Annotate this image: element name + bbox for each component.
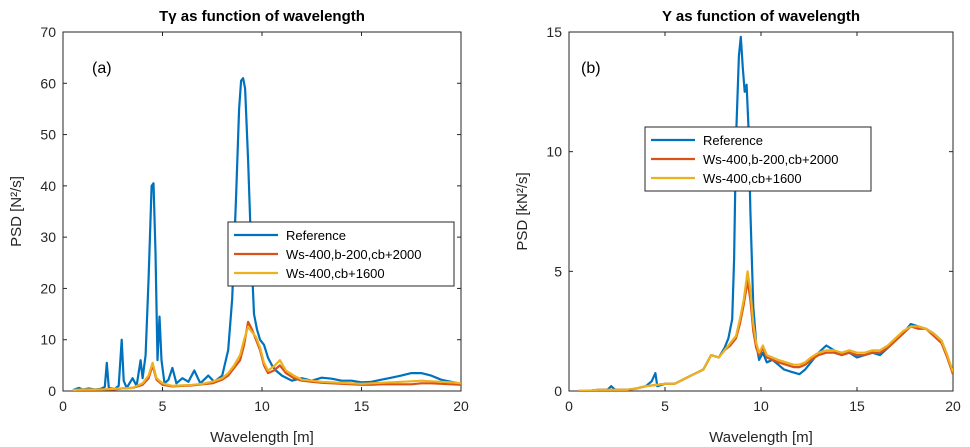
x-tick-label: 0 <box>565 398 573 414</box>
x-axis-label: Wavelength [m] <box>210 429 314 446</box>
chart-title: Y as function of wavelength <box>662 8 860 25</box>
x-tick-label: 10 <box>254 398 270 414</box>
panel-label: (a) <box>92 60 112 77</box>
y-axis-label: PSD [N²/s] <box>8 176 25 247</box>
x-tick-label: 15 <box>849 398 865 414</box>
chart-title: Tγ as function of wavelength <box>159 8 365 25</box>
chart-panel-b: Y as function of wavelength 0 5 10 15 20 0 5 10 1… <box>514 8 961 446</box>
legend-entry: Ws-400,cb+1600 <box>286 266 385 281</box>
y-tick-label: 60 <box>40 75 56 91</box>
x-tick-label: 5 <box>661 398 669 414</box>
series-line-3 <box>72 325 461 391</box>
y-tick-label: 0 <box>554 383 562 399</box>
x-tick-label: 0 <box>59 398 67 414</box>
legend-entry: Reference <box>703 133 763 148</box>
y-tick-label: 50 <box>40 127 56 143</box>
y-tick-label: 10 <box>546 144 562 160</box>
y-tick-label: 40 <box>40 178 56 194</box>
series-line-1 <box>578 35 953 391</box>
y-tick-label: 30 <box>40 229 56 245</box>
x-axis-label: Wavelength [m] <box>709 429 813 446</box>
legend: Reference Ws-400,b-200,cb+2000 Ws-400,cb+1… <box>227 221 455 287</box>
y-axis-label: PSD [kN²/s] <box>514 172 531 250</box>
chart-panel-a: Tγ as function of wavelength 0 5 10 15 20 0 10 2… <box>8 8 469 446</box>
x-tick-label: 5 <box>159 398 167 414</box>
plot-frame <box>62 31 462 392</box>
legend-entry: Reference <box>286 228 346 243</box>
legend: Reference Ws-400,b-200,cb+2000 Ws-400,cb+1… <box>644 126 872 192</box>
y-tick-label: 15 <box>546 24 562 40</box>
legend-entry: Ws-400,b-200,cb+2000 <box>286 247 422 262</box>
y-tick-label: 0 <box>48 383 56 399</box>
y-tick-label: 20 <box>40 280 56 296</box>
series-line-3 <box>578 270 953 391</box>
legend-entry: Ws-400,b-200,cb+2000 <box>703 152 839 167</box>
x-tick-label: 20 <box>453 398 469 414</box>
y-tick-label: 10 <box>40 332 56 348</box>
y-tick-label: 70 <box>40 24 56 40</box>
y-tick-label: 5 <box>554 263 562 279</box>
legend-entry: Ws-400,cb+1600 <box>703 171 802 186</box>
panel-label: (b) <box>581 60 601 77</box>
x-tick-label: 15 <box>354 398 370 414</box>
x-tick-label: 10 <box>753 398 769 414</box>
x-tick-label: 20 <box>945 398 961 414</box>
